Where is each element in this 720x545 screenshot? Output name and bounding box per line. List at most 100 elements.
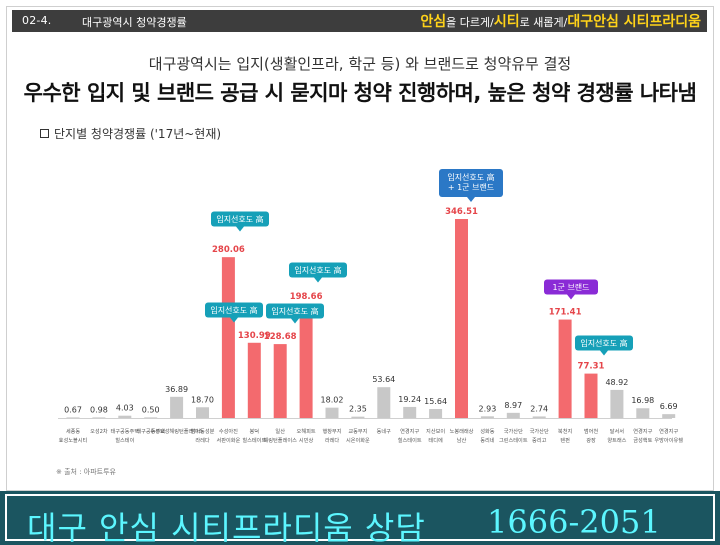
callout-pointer-2	[230, 317, 238, 323]
chart-label: 단지별 청약경쟁률 ('17년~현재)	[40, 125, 221, 142]
value-label-4: 0.50	[142, 405, 160, 414]
category-label-14-line-1: 연경지구	[400, 427, 419, 435]
category-label-23-line-1: 연경지구	[633, 427, 652, 435]
value-label-18: 8.97	[504, 401, 522, 410]
page-subtitle: 대구광역시는 입지(생활인프라, 학군 등) 와 브랜드로 청약유무 결정	[148, 55, 572, 73]
category-label-12-line-1: 교동부지	[348, 427, 367, 435]
contact-banner: 대구 안심 시티프라디움 상담 1666-2051	[0, 491, 720, 545]
callout-pointer-7	[600, 350, 608, 356]
value-label-24: 6.69	[660, 402, 678, 411]
bar-1	[66, 417, 80, 418]
square-bullet-icon	[40, 129, 49, 138]
bar-24	[662, 414, 676, 418]
category-label-22-line-2: 양트래스	[607, 436, 626, 444]
callout-text-5-line-1: 입지선호도 高	[447, 172, 494, 182]
section-number: 02-4.	[22, 14, 52, 27]
category-label-16-line-1: 노봉래래상	[450, 427, 474, 435]
category-label-10-line-1: 오해피트	[297, 427, 316, 435]
callout-text-4: 입지선호도 高	[294, 265, 341, 275]
bar-21	[584, 373, 598, 418]
banner-phone[interactable]: 1666-2051	[487, 503, 661, 541]
category-label-21-line-1: 범어천	[584, 427, 599, 435]
value-label-2: 0.98	[90, 405, 108, 414]
callout-pointer-5	[467, 197, 475, 202]
value-label-9: 128.68	[264, 332, 297, 342]
category-label-16-line-2: 남산	[457, 436, 467, 444]
bar-15	[429, 409, 443, 418]
category-label-8-line-1: 봉덕	[250, 428, 260, 435]
callout-7: 입지선호도 高	[575, 335, 633, 356]
source-note: ※ 출처 : 아파트투유	[56, 468, 116, 476]
category-label-24-line-2: 우방아이유쉘	[654, 436, 683, 444]
callout-pointer-1	[236, 226, 244, 232]
page-headline: 우수한 입지 및 브랜드 공급 시 묻지마 청약 진행하며, 높은 청약 경쟁률…	[23, 81, 697, 105]
callout-6: 1군 브랜드	[544, 279, 598, 300]
callout-text-7: 입지선호도 高	[580, 338, 627, 348]
bar-17	[480, 416, 494, 418]
bar-6	[196, 407, 209, 418]
category-label-6-line-1: 범어동성분	[191, 427, 215, 435]
category-label-6-line-2: 라레다	[195, 436, 210, 444]
category-label-8-line-2: 힐스테이트	[242, 436, 266, 444]
callout-text-1: 입지선호도 高	[216, 214, 263, 224]
callout-box-1	[211, 211, 269, 227]
value-label-14: 19.24	[398, 395, 421, 404]
category-label-13-line-1: 동네구	[377, 427, 392, 435]
bar-11	[325, 407, 339, 418]
value-label-3: 4.03	[116, 404, 134, 413]
value-label-8: 130.99	[238, 331, 271, 341]
category-label-14-line-2: 힐스테이트	[398, 436, 422, 444]
value-label-12: 2.35	[349, 405, 367, 414]
value-label-13: 53.64	[372, 375, 395, 384]
banner-border: 대구 안심 시티프라디움 상담 1666-2051	[5, 494, 715, 545]
category-label-15-line-1: 지산보이	[426, 427, 445, 435]
category-label-19-line-2: 중리고	[532, 436, 547, 444]
callout-4: 입지선호도 高	[289, 262, 347, 283]
category-label-9-line-1: 일산	[275, 427, 285, 435]
callout-1: 입지선호도 高	[211, 211, 269, 232]
callout-5: 입지선호도 高+ 1군 브랜드	[439, 169, 503, 202]
bar-20	[558, 319, 572, 418]
bar-13	[377, 387, 391, 418]
category-label-18-line-2: 그린스테이트	[499, 436, 528, 444]
category-label-4-line-1: 태구공동주택	[136, 427, 165, 435]
chart-label-text: 단지별 청약경쟁률 ('17년~현재)	[54, 127, 222, 141]
callout-3: 입지선호도 高	[266, 303, 324, 324]
category-label-18-line-1: 국가산단	[504, 427, 523, 435]
category-label-10-line-2: 시민상	[299, 436, 314, 444]
category-label-19-line-1: 국가산단	[530, 427, 549, 435]
category-label-11-line-1: 행창부지	[322, 427, 341, 435]
value-label-16: 346.51	[445, 207, 478, 217]
bar-23	[636, 408, 650, 418]
bar-16	[455, 219, 468, 418]
category-label-9-line-2: 해링턴플레이스	[263, 436, 297, 444]
value-label-10: 198.66	[290, 292, 323, 302]
category-label-7-line-2: 서판이화운	[216, 436, 240, 444]
section-title: 대구광역시 청약경쟁률	[82, 16, 187, 29]
callout-text-6: 1군 브랜드	[552, 282, 589, 292]
header-slogan: 안심을 다르게/시티로 새롭게/대구안심 시티프라디움	[420, 14, 701, 30]
value-label-19: 2.74	[530, 404, 548, 413]
value-label-11: 18.02	[321, 396, 344, 405]
callout-text-3: 입지선호도 高	[271, 306, 318, 316]
bar-5	[170, 396, 184, 418]
bar-3	[118, 415, 132, 418]
category-label-15-line-2: 테디에	[428, 436, 443, 444]
category-label-11-line-2: 라레다	[325, 436, 340, 444]
banner-text: 대구 안심 시티프라디움 상담	[27, 509, 426, 545]
category-label-3-line-2: 힐스테이	[115, 436, 134, 444]
value-label-22: 48.92	[605, 378, 628, 387]
category-label-17-line-2: 동리네	[480, 436, 495, 444]
value-label-23: 16.98	[631, 396, 654, 405]
category-label-1-line-2: 효성노블시티	[59, 436, 88, 444]
value-label-17: 2.93	[478, 404, 496, 413]
bar-4	[144, 417, 158, 418]
callout-box-2	[205, 302, 263, 318]
category-label-2-line-1: 오성2차	[90, 427, 108, 435]
bar-22	[610, 389, 624, 418]
category-label-21-line-2: 광장	[586, 437, 596, 444]
value-label-20: 171.41	[549, 308, 582, 318]
value-label-6: 18.70	[191, 395, 214, 404]
bar-12	[351, 416, 365, 418]
value-label-21: 77.31	[578, 362, 605, 372]
